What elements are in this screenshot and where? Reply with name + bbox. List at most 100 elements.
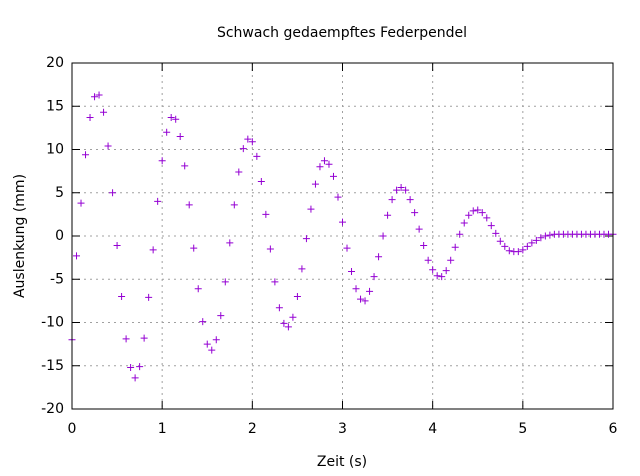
x-tick-label: 2 xyxy=(248,421,257,437)
data-point xyxy=(505,247,513,255)
data-point xyxy=(181,162,189,170)
data-point xyxy=(154,197,162,205)
data-point xyxy=(208,346,216,354)
data-point xyxy=(492,229,500,237)
data-point xyxy=(284,323,292,331)
data-point xyxy=(77,199,85,207)
data-point xyxy=(239,145,247,153)
data-point xyxy=(528,239,536,247)
x-tick-label: 3 xyxy=(338,421,347,437)
data-point xyxy=(212,336,220,344)
y-tick-label: -5 xyxy=(50,271,64,287)
data-point xyxy=(109,189,117,197)
data-point xyxy=(118,293,126,301)
y-tick-label: 5 xyxy=(55,185,64,201)
data-point xyxy=(316,163,324,171)
data-point xyxy=(145,293,153,301)
data-point xyxy=(86,113,94,121)
data-point xyxy=(334,193,342,201)
x-tick-label: 4 xyxy=(428,421,437,437)
data-point xyxy=(456,230,464,238)
data-point xyxy=(487,222,495,230)
data-point xyxy=(406,196,414,204)
data-point xyxy=(393,186,401,194)
data-point xyxy=(546,231,554,239)
data-point xyxy=(203,340,211,348)
data-point xyxy=(384,211,392,219)
data-point xyxy=(73,252,81,260)
data-point xyxy=(298,265,306,273)
data-point xyxy=(289,313,297,321)
data-point xyxy=(221,278,229,286)
y-tick-label: 20 xyxy=(46,55,64,71)
data-point xyxy=(271,278,279,286)
data-point xyxy=(248,138,256,146)
data-point xyxy=(537,234,545,242)
data-point xyxy=(402,186,410,194)
x-tick-label: 1 xyxy=(158,421,167,437)
data-point xyxy=(127,363,135,371)
data-point xyxy=(375,253,383,261)
data-point xyxy=(514,248,522,256)
data-point xyxy=(329,172,337,180)
data-point xyxy=(469,207,477,215)
data-point xyxy=(158,157,166,165)
data-point xyxy=(343,244,351,252)
data-point xyxy=(442,267,450,275)
plot-border xyxy=(71,62,614,410)
data-point xyxy=(532,236,540,244)
data-point xyxy=(100,108,108,116)
data-point xyxy=(91,93,99,101)
x-tick-label: 6 xyxy=(609,421,618,437)
data-point xyxy=(388,196,396,204)
data-point xyxy=(275,304,283,312)
data-point xyxy=(136,363,144,371)
data-point xyxy=(266,245,274,253)
data-point xyxy=(320,157,328,165)
data-point xyxy=(411,209,419,217)
data-point xyxy=(82,151,90,159)
data-point xyxy=(352,285,360,293)
data-point xyxy=(311,180,319,188)
y-tick-label: -10 xyxy=(41,315,64,331)
data-point xyxy=(447,256,455,264)
data-point xyxy=(501,242,509,250)
data-point xyxy=(167,113,175,121)
data-point xyxy=(302,235,310,243)
data-point xyxy=(361,297,369,305)
data-point xyxy=(280,319,288,327)
y-tick-label: 15 xyxy=(46,98,64,114)
data-point xyxy=(149,246,157,254)
data-point xyxy=(460,219,468,227)
data-point xyxy=(325,160,333,168)
x-tick-label: 5 xyxy=(518,421,527,437)
data-point xyxy=(172,115,180,123)
data-point xyxy=(140,334,148,342)
data-point xyxy=(438,273,446,281)
data-point xyxy=(194,285,202,293)
data-point xyxy=(95,91,103,99)
data-point xyxy=(348,267,356,275)
data-point xyxy=(217,312,225,320)
data-point xyxy=(415,225,423,233)
data-point xyxy=(226,239,234,247)
data-point xyxy=(433,272,441,280)
y-tick-label: 0 xyxy=(55,228,64,244)
data-point xyxy=(244,135,252,143)
data-point xyxy=(339,218,346,226)
data-point xyxy=(496,237,504,245)
data-point xyxy=(122,335,130,343)
data-point xyxy=(424,256,432,264)
y-axis-label: Auslenkung (mm) xyxy=(12,174,28,298)
data-point xyxy=(199,318,207,326)
data-point xyxy=(483,214,491,222)
y-tick-label: -15 xyxy=(41,358,64,374)
data-point xyxy=(451,243,459,251)
data-point xyxy=(190,244,198,252)
data-point xyxy=(429,266,437,274)
y-tick-label: -20 xyxy=(41,401,64,417)
data-point xyxy=(104,142,112,150)
data-point xyxy=(357,295,365,303)
